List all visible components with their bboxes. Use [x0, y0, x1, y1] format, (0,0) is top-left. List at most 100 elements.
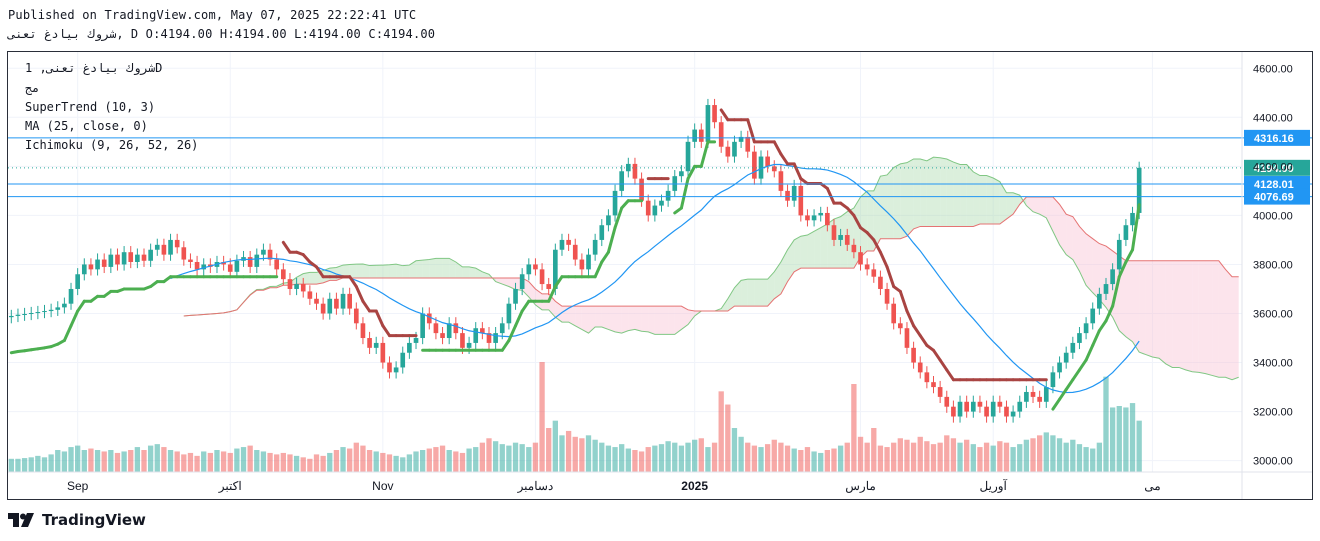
candle-body — [101, 259, 107, 267]
supertrend-segment — [547, 285, 557, 303]
cloud-segment — [508, 277, 516, 290]
candle-body — [353, 308, 359, 324]
cloud-segment — [615, 306, 622, 334]
candle-body — [221, 262, 226, 265]
supertrend-segment — [613, 206, 624, 230]
volume-bar — [101, 451, 107, 472]
candle-body — [825, 212, 830, 226]
cloud-segment — [900, 162, 907, 239]
volume-bar — [804, 447, 811, 472]
legend-ichimoku[interactable]: Ichimoku (9, 26, 52, 26) — [25, 138, 199, 152]
supertrend-segment — [1084, 343, 1095, 362]
candle-body — [347, 293, 352, 309]
candle-body — [679, 171, 684, 177]
legend-symbol[interactable]: شروك بيادغ تعنى, 1D — [25, 61, 163, 75]
cloud-segment — [429, 258, 436, 278]
cloud-segment — [356, 263, 363, 278]
candle-body — [997, 401, 1003, 407]
supertrend-segment — [779, 152, 790, 166]
grid-lines — [8, 52, 1242, 472]
volume-bar — [21, 458, 28, 472]
candle-body — [718, 122, 724, 147]
supertrend-segment — [361, 299, 372, 313]
cloud-segment — [442, 258, 450, 278]
candle-body — [738, 136, 744, 142]
volume-bar — [167, 450, 174, 472]
volume-bar — [990, 445, 996, 472]
price-tag-label: 4316.16 — [1254, 133, 1294, 145]
volume-bar — [486, 438, 492, 472]
supertrend-segment — [600, 250, 610, 264]
volume-bar — [41, 457, 48, 472]
volume-bar — [61, 451, 68, 472]
candle-body — [420, 313, 425, 339]
cloud-segment — [1026, 197, 1034, 212]
cloud-segment — [475, 268, 483, 278]
cloud-segment — [648, 306, 655, 335]
supertrend-segment — [905, 309, 916, 328]
candle-body — [433, 323, 439, 334]
candle-body — [360, 323, 366, 339]
candle-body — [990, 401, 996, 417]
cloud-segment — [1006, 192, 1014, 220]
candle-body — [294, 284, 299, 289]
candle-body — [141, 254, 147, 261]
tradingview-logo[interactable]: TradingView — [8, 511, 146, 529]
volume-bar — [1123, 407, 1129, 472]
chart-frame[interactable]: 4316.16 4194.00 4128.01 4076.69 4600.00 4400.… — [7, 51, 1313, 500]
volume-bar — [161, 447, 167, 472]
volume-bar — [260, 451, 267, 472]
volume-bar — [1063, 442, 1069, 472]
volume-bar — [764, 444, 771, 472]
candle-body — [798, 185, 804, 216]
volume-bar — [506, 445, 512, 472]
cloud-segment — [747, 279, 755, 307]
volume-bar — [267, 452, 273, 472]
supertrend-segment — [1097, 319, 1108, 333]
cloud-segment — [1165, 260, 1173, 368]
x-tick-label: دسامبر — [517, 479, 554, 493]
candle-body — [964, 401, 969, 412]
cloud-segment — [303, 272, 310, 285]
candle-body — [1030, 391, 1036, 397]
volume-bar — [1036, 435, 1043, 472]
candle-body — [632, 163, 638, 179]
legend-ma[interactable]: MA (25, close, 0) — [25, 119, 148, 133]
cloud-segment — [309, 272, 317, 285]
cloud-segment — [1185, 260, 1193, 372]
volume-bar — [154, 444, 160, 472]
cloud-segment — [1046, 197, 1053, 232]
candle-body — [592, 239, 598, 255]
supertrend-segment — [374, 309, 385, 328]
cloud-segment — [780, 249, 788, 294]
volume-bar — [134, 447, 141, 472]
volume-bar — [871, 428, 877, 472]
cloud-segment — [1178, 260, 1186, 370]
supertrend-segment — [1058, 388, 1068, 401]
candle-body — [645, 200, 651, 216]
volume-bar — [864, 442, 870, 472]
cloud-segment — [800, 235, 808, 269]
supertrend-segment — [62, 324, 73, 342]
candle-body — [752, 151, 757, 179]
volume-bar — [453, 451, 459, 472]
supertrend-segment — [845, 206, 856, 217]
candle-body — [1110, 269, 1115, 285]
candle-body — [168, 239, 173, 255]
volume-bar — [227, 452, 233, 472]
volume-bar — [546, 428, 552, 472]
cloud-segment — [1066, 214, 1073, 260]
volume-bar — [970, 444, 976, 472]
cloud-segment — [820, 223, 828, 269]
senkou-span-b — [183, 196, 1239, 317]
legend-supertrend[interactable]: SuperTrend (10, 3) — [25, 100, 156, 114]
candle-body — [559, 239, 565, 250]
volume-bar — [983, 442, 990, 472]
candle-body — [446, 323, 452, 339]
volume-bar — [313, 454, 320, 472]
cloud-segment — [343, 264, 350, 278]
volume-bar — [214, 450, 220, 472]
candle-body — [174, 239, 180, 248]
